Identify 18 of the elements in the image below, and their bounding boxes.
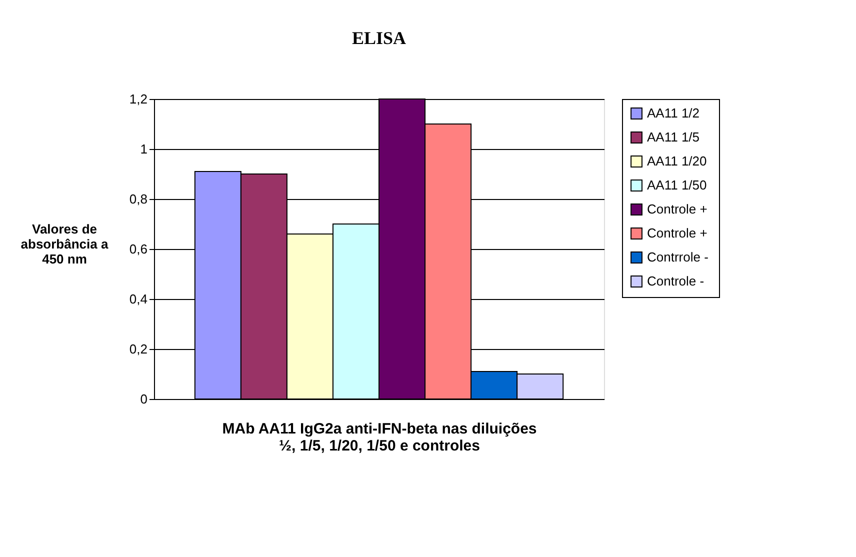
y-tick-label: 1,2 — [129, 92, 148, 106]
legend-label: Controle - — [647, 274, 704, 288]
legend-label: AA11 1/2 — [647, 106, 700, 120]
y-tick-label: 0,6 — [129, 242, 148, 256]
y-tick-label: 0,4 — [129, 292, 148, 306]
y-tick-label: 0,8 — [129, 192, 148, 206]
legend-label: AA11 1/20 — [647, 154, 707, 168]
y-tick-label: 1 — [140, 142, 148, 156]
y-axis-title: Valores de absorbância a 450 nm — [20, 222, 109, 266]
y-tick-label: 0,2 — [129, 342, 148, 356]
legend-label: Controle + — [647, 202, 708, 216]
chart-title: ELISA — [352, 28, 406, 48]
legend-label: AA11 1/50 — [647, 178, 707, 192]
y-tick-label: 0 — [140, 392, 148, 406]
legend-label: Contrrole - — [647, 250, 708, 264]
legend-label: Controle + — [647, 226, 708, 240]
legend-label: AA11 1/5 — [647, 130, 700, 144]
x-axis-title: MAb AA11 IgG2a anti-IFN-beta nas diluições ½, 1/5, 1/20, 1/50 e controles — [222, 420, 537, 454]
